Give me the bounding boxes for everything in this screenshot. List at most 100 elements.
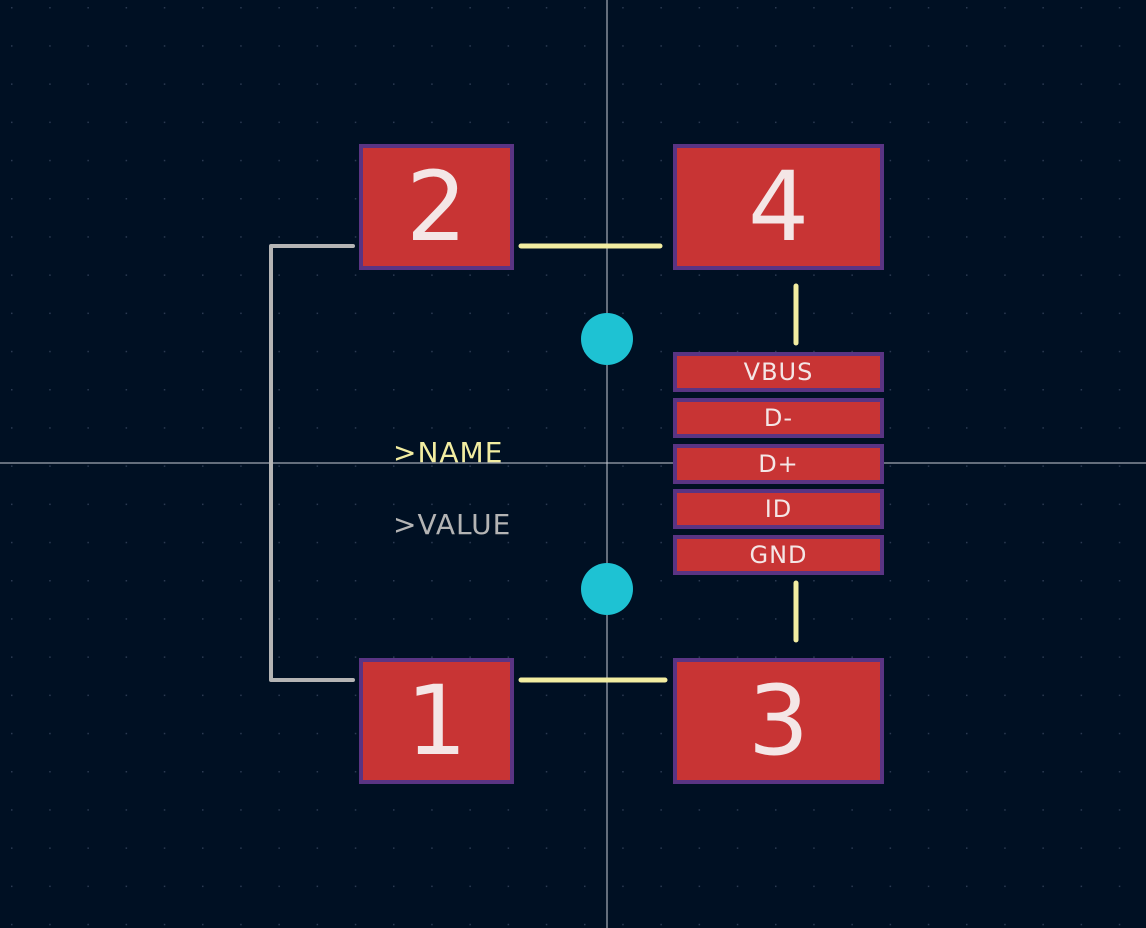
- grid-dot: [1118, 236, 1121, 238]
- grid-dot: [163, 427, 166, 429]
- name-label[interactable]: >NAME: [393, 436, 504, 469]
- grid-dot: [660, 541, 662, 544]
- grid-dot: [1080, 847, 1083, 849]
- grid-dot: [49, 923, 51, 926]
- grid-dot: [584, 312, 586, 315]
- grid-dot: [354, 45, 357, 47]
- grid-dot: [889, 732, 892, 735]
- grid-dot: [660, 121, 662, 124]
- grid-dot: [354, 541, 357, 544]
- grid-dot: [545, 847, 548, 849]
- grid-dot: [698, 923, 701, 926]
- grid-dot: [240, 198, 242, 200]
- grid-dot: [1080, 618, 1083, 620]
- grid-dot: [469, 465, 471, 467]
- grid-dot: [431, 809, 433, 811]
- pad-4[interactable]: 4: [673, 144, 884, 270]
- grid-dot: [622, 732, 624, 735]
- grid-dot: [927, 885, 930, 888]
- grid-dot: [545, 121, 548, 124]
- mounting-hole-upper[interactable]: [581, 313, 633, 365]
- grid-dot: [698, 121, 701, 124]
- grid-dot: [163, 312, 166, 315]
- grid-dot: [736, 45, 739, 47]
- grid-dot: [354, 503, 357, 506]
- grid-dot: [889, 121, 892, 124]
- grid-dot: [431, 350, 433, 353]
- grid-dot: [545, 236, 548, 238]
- grid-dot: [87, 45, 89, 47]
- grid-dot: [660, 732, 662, 735]
- grid-dot: [1080, 503, 1083, 506]
- grid-dot: [1042, 847, 1044, 849]
- grid-dot: [660, 618, 662, 620]
- grid-dot: [316, 121, 319, 124]
- grid-dot: [354, 312, 357, 315]
- mounting-hole-lower[interactable]: [581, 563, 633, 615]
- grid-dot: [431, 274, 433, 276]
- grid-dot: [202, 694, 204, 697]
- grid-dot: [125, 618, 128, 620]
- grid-dot: [1080, 465, 1083, 467]
- grid-dot: [1042, 236, 1044, 238]
- grid-dot: [966, 83, 968, 85]
- grid-dot: [660, 580, 662, 582]
- grid-dot: [775, 580, 777, 582]
- grid-dot: [11, 656, 13, 658]
- grid-dot: [469, 45, 471, 47]
- grid-dot: [966, 541, 968, 544]
- grid-dot: [507, 45, 510, 47]
- grid-dot: [316, 923, 319, 926]
- grid-dot: [202, 427, 204, 429]
- grid-dot: [125, 580, 128, 582]
- grid-dot: [698, 83, 701, 85]
- grid-dot: [927, 389, 930, 391]
- grid-dot: [622, 656, 624, 658]
- grid-dot: [813, 121, 815, 124]
- grid-dot: [1042, 732, 1044, 735]
- grid-dot: [202, 847, 204, 849]
- grid-dot: [545, 885, 548, 888]
- grid-dot: [354, 465, 357, 467]
- grid-dot: [202, 465, 204, 467]
- grid-dot: [125, 45, 128, 47]
- grid-dot: [316, 83, 319, 85]
- grid-dot: [469, 121, 471, 124]
- grid-dot: [545, 503, 548, 506]
- grid-dot: [851, 923, 853, 926]
- grid-dot: [240, 159, 242, 162]
- grid-dot: [278, 503, 280, 506]
- pad-3[interactable]: 3: [673, 658, 884, 784]
- grid-dot: [736, 885, 739, 888]
- grid-dot: [1118, 580, 1121, 582]
- pad-d-plus[interactable]: D+: [673, 444, 884, 484]
- pad-d-minus[interactable]: D-: [673, 398, 884, 438]
- pad-2[interactable]: 2: [359, 144, 514, 270]
- grid-dot: [469, 427, 471, 429]
- grid-dot: [49, 656, 51, 658]
- pad-1[interactable]: 1: [359, 658, 514, 784]
- grid-dot: [316, 541, 319, 544]
- pad-gnd[interactable]: GND: [673, 535, 884, 575]
- grid-dot: [1004, 771, 1006, 773]
- grid-dot: [1042, 923, 1044, 926]
- grid-dot: [49, 274, 51, 276]
- pad-id[interactable]: ID: [673, 489, 884, 529]
- grid-dot: [1042, 618, 1044, 620]
- grid-dot: [927, 656, 930, 658]
- grid-dot: [1080, 656, 1083, 658]
- grid-dot: [507, 121, 510, 124]
- grid-dot: [584, 847, 586, 849]
- grid-dot: [11, 427, 13, 429]
- grid-dot: [813, 618, 815, 620]
- grid-dot: [1080, 236, 1083, 238]
- pad-vbus[interactable]: VBUS: [673, 352, 884, 392]
- grid-dot: [851, 847, 853, 849]
- grid-dot: [202, 656, 204, 658]
- grid-dot: [469, 350, 471, 353]
- grid-dot: [393, 465, 395, 467]
- value-label[interactable]: >VALUE: [393, 508, 512, 541]
- grid-dot: [775, 274, 777, 276]
- grid-dot: [1118, 465, 1121, 467]
